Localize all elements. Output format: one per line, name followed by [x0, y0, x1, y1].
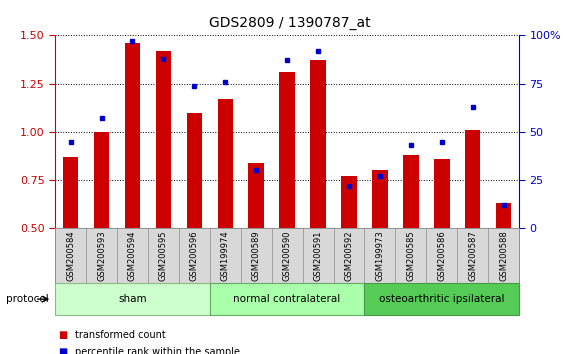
Bar	[280, 72, 295, 228]
Bar	[248, 163, 264, 228]
Text: GSM200596: GSM200596	[190, 230, 199, 281]
Bar	[218, 99, 233, 228]
Bar	[94, 132, 109, 228]
Bar	[155, 51, 171, 228]
Text: GSM199973: GSM199973	[375, 230, 385, 281]
Text: GSM200593: GSM200593	[97, 230, 106, 281]
Text: GSM200591: GSM200591	[314, 230, 322, 281]
Text: GSM200590: GSM200590	[282, 230, 292, 281]
Text: osteoarthritic ipsilateral: osteoarthritic ipsilateral	[379, 294, 505, 304]
Text: protocol: protocol	[6, 294, 49, 304]
Text: percentile rank within the sample: percentile rank within the sample	[75, 347, 240, 354]
Text: sham: sham	[118, 294, 147, 304]
Text: GSM200592: GSM200592	[345, 230, 353, 281]
Text: GSM200584: GSM200584	[66, 230, 75, 281]
Text: GSM200594: GSM200594	[128, 230, 137, 281]
Bar	[125, 43, 140, 228]
Bar	[187, 113, 202, 228]
Text: GSM200589: GSM200589	[252, 230, 260, 281]
Text: normal contralateral: normal contralateral	[234, 294, 340, 304]
Text: GSM199974: GSM199974	[221, 230, 230, 281]
Text: GSM200595: GSM200595	[159, 230, 168, 281]
Text: ■: ■	[58, 330, 67, 339]
Text: GSM200586: GSM200586	[437, 230, 446, 281]
Bar	[372, 170, 387, 228]
Bar	[63, 157, 78, 228]
Bar	[341, 176, 357, 228]
Text: GSM200587: GSM200587	[468, 230, 477, 281]
Bar	[496, 203, 512, 228]
Bar	[403, 155, 419, 228]
Text: ■: ■	[58, 347, 67, 354]
Text: transformed count: transformed count	[75, 330, 166, 339]
Text: GSM200588: GSM200588	[499, 230, 508, 281]
Text: GDS2809 / 1390787_at: GDS2809 / 1390787_at	[209, 16, 371, 30]
Bar	[310, 61, 326, 228]
Text: GSM200585: GSM200585	[407, 230, 415, 281]
Bar	[465, 130, 480, 228]
Bar	[434, 159, 450, 228]
